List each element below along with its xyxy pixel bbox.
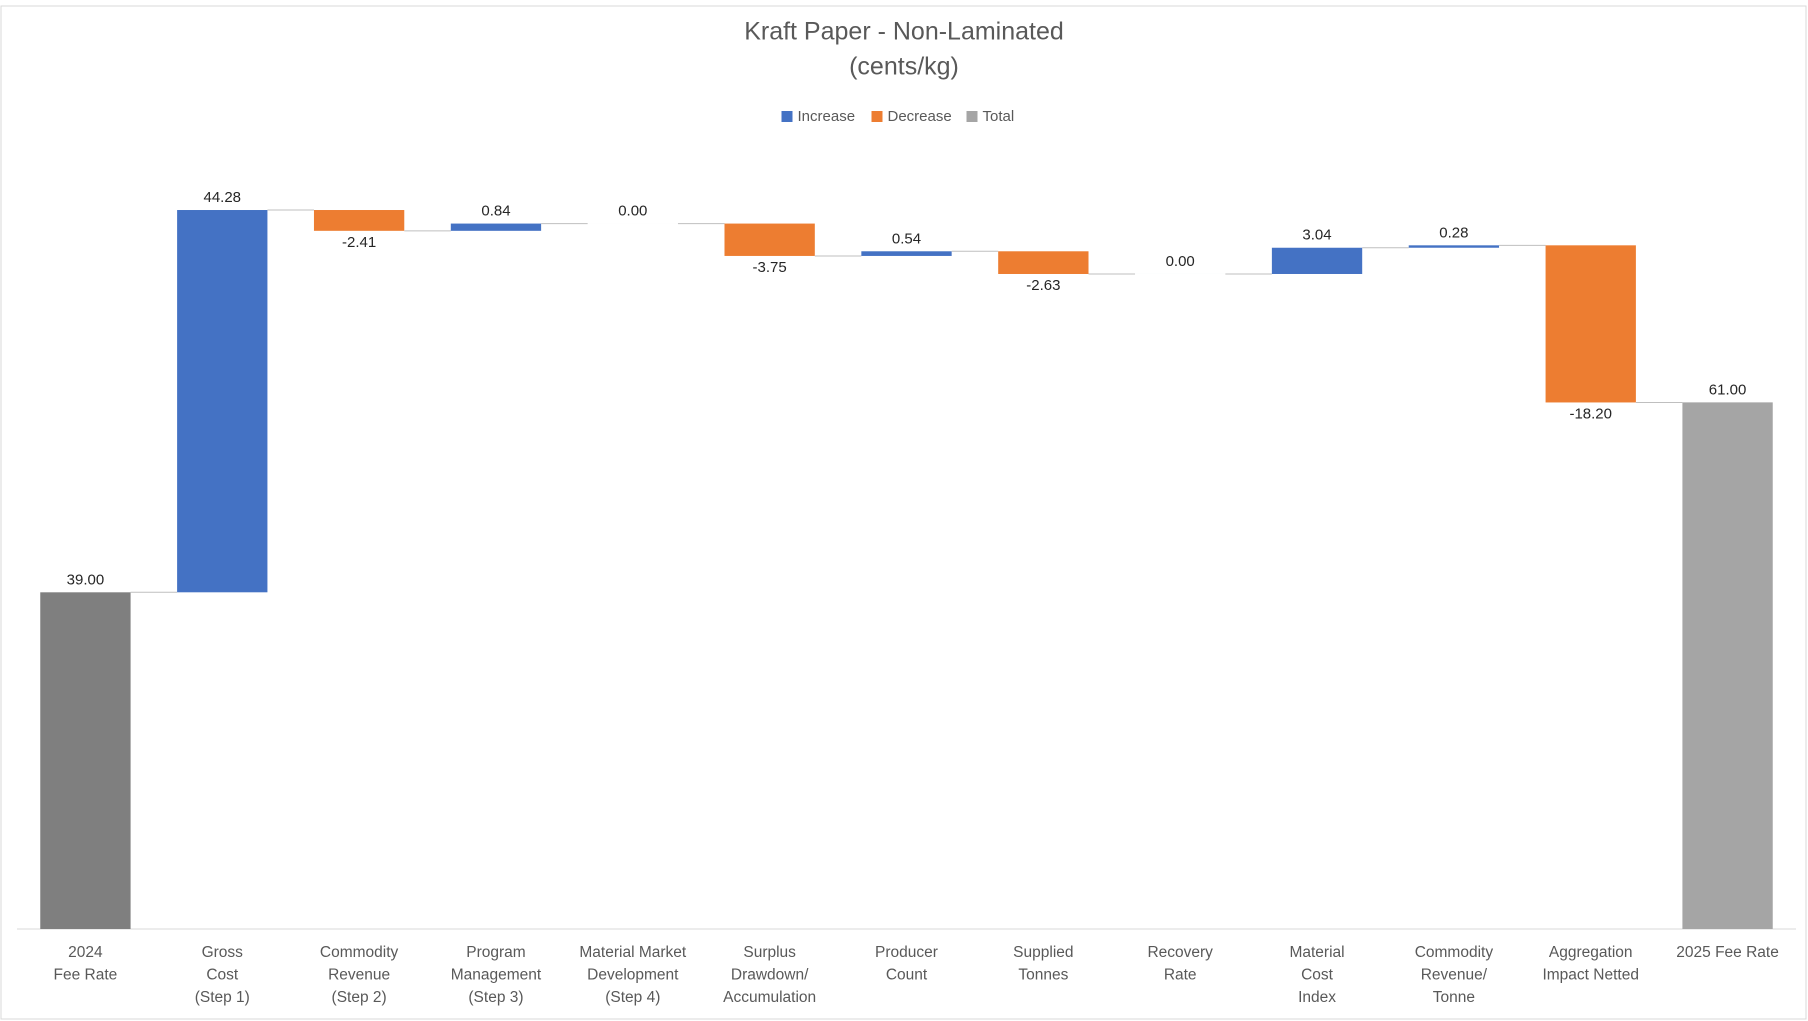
data-label: 44.28 bbox=[203, 189, 241, 206]
x-tick-label: Supplied Tonnes bbox=[1013, 944, 1073, 984]
x-tick-label-line: Tonne bbox=[1433, 989, 1475, 1006]
x-tick-label-line: 2025 Fee Rate bbox=[1676, 944, 1779, 961]
bar bbox=[40, 592, 131, 929]
x-tick-label-line: Impact Netted bbox=[1542, 967, 1639, 984]
x-tick-label-line: Aggregation bbox=[1549, 944, 1633, 961]
x-tick-label-line: Management bbox=[451, 967, 542, 984]
x-tick-label-line: Revenue/ bbox=[1421, 967, 1488, 984]
x-tick-label: Material Cost Index bbox=[1289, 944, 1344, 1006]
x-tick-label: 2025 Fee Rate bbox=[1676, 944, 1779, 961]
bar bbox=[313, 210, 405, 231]
x-tick-label: Gross Cost (Step 1) bbox=[195, 944, 250, 1006]
data-label: 0.54 bbox=[892, 230, 921, 247]
x-tick-label-line: Commodity bbox=[1415, 944, 1494, 961]
x-tick-label-line: Revenue bbox=[328, 967, 390, 984]
x-tick-label-line: Tonnes bbox=[1018, 967, 1068, 984]
x-tick-label-line: Count bbox=[886, 967, 928, 984]
x-tick-label: Surplus Drawdown/Accumulation bbox=[723, 944, 816, 1006]
bar bbox=[1271, 247, 1363, 274]
x-tick-label-line: Index bbox=[1298, 989, 1336, 1006]
chart-subtitle: (cents/kg) bbox=[849, 53, 959, 81]
data-label: -2.63 bbox=[1026, 277, 1060, 294]
data-label: -3.75 bbox=[753, 259, 787, 276]
data-label: 3.04 bbox=[1302, 227, 1331, 244]
bar bbox=[1408, 245, 1500, 248]
x-tick-label-line: Commodity bbox=[320, 944, 399, 961]
legend-label: Decrease bbox=[888, 108, 952, 125]
chart-border bbox=[0, 5, 1807, 1020]
x-tick-label: Aggregation Impact Netted bbox=[1542, 944, 1639, 984]
data-label: 0.00 bbox=[618, 203, 647, 220]
bar bbox=[998, 251, 1089, 274]
x-tick-label-line: Cost bbox=[206, 967, 239, 984]
bar bbox=[861, 251, 952, 256]
x-tick-label-line: (Step 2) bbox=[332, 989, 387, 1006]
bar bbox=[450, 223, 542, 231]
x-tick-label-line: Program bbox=[466, 944, 525, 961]
x-tick-label-line: Gross bbox=[202, 944, 244, 961]
x-tick-label-line: Drawdown/ bbox=[731, 967, 809, 984]
x-tick-label-line: Surplus bbox=[743, 944, 796, 961]
x-tick-label-line: (Step 4) bbox=[605, 989, 660, 1006]
x-tick-label-line: Accumulation bbox=[723, 989, 816, 1006]
x-tick-label: Recovery Rate bbox=[1147, 944, 1213, 984]
data-label: 0.84 bbox=[481, 203, 510, 220]
x-tick-label-line: 2024 bbox=[68, 944, 103, 961]
bar bbox=[1682, 402, 1773, 929]
x-tick-label-line: Fee Rate bbox=[54, 967, 118, 984]
legend-label: Increase bbox=[798, 108, 856, 125]
x-tick-label-line: Material Market bbox=[579, 944, 686, 961]
x-tick-label-line: Producer bbox=[875, 944, 938, 961]
chart-title: Kraft Paper - Non-Laminated bbox=[744, 18, 1064, 46]
x-tick-label-line: Cost bbox=[1301, 967, 1334, 984]
legend-swatch bbox=[966, 111, 978, 122]
x-tick-label: Commodity Revenue (Step 2) bbox=[320, 944, 399, 1006]
bar bbox=[724, 223, 815, 256]
data-label: -18.20 bbox=[1569, 405, 1612, 422]
legend-swatch bbox=[781, 111, 793, 122]
x-tick-label-line: Rate bbox=[1164, 967, 1197, 984]
bar bbox=[1545, 245, 1636, 403]
x-tick-label-line: Recovery bbox=[1147, 944, 1213, 961]
legend-swatch bbox=[871, 111, 883, 122]
legend-label: Total bbox=[983, 108, 1015, 125]
data-label: 0.00 bbox=[1166, 253, 1195, 270]
bar bbox=[177, 210, 268, 593]
x-tick-label: Program Management (Step 3) bbox=[451, 944, 542, 1006]
x-tick-label-line: Development bbox=[587, 967, 679, 984]
data-label: 0.28 bbox=[1439, 224, 1468, 241]
data-label: 39.00 bbox=[67, 571, 105, 588]
x-tick-label: 2024 Fee Rate bbox=[54, 944, 118, 984]
x-tick-label-line: (Step 1) bbox=[195, 989, 250, 1006]
x-tick-label: Commodity Revenue/Tonne bbox=[1415, 944, 1494, 1006]
x-tick-label-line: Supplied bbox=[1013, 944, 1073, 961]
data-label: 61.00 bbox=[1709, 381, 1747, 398]
x-tick-label-line: Material bbox=[1289, 944, 1344, 961]
x-tick-label-line: (Step 3) bbox=[468, 989, 523, 1006]
data-label: -2.41 bbox=[342, 234, 376, 251]
x-tick-label: Material Market Development (Step 4) bbox=[579, 944, 686, 1006]
x-tick-label: Producer Count bbox=[875, 944, 938, 984]
